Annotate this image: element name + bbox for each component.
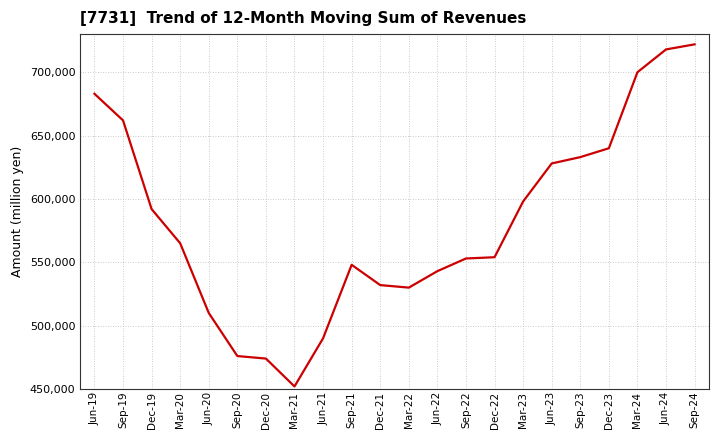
Text: [7731]  Trend of 12-Month Moving Sum of Revenues: [7731] Trend of 12-Month Moving Sum of R… xyxy=(80,11,526,26)
Y-axis label: Amount (million yen): Amount (million yen) xyxy=(11,146,24,277)
